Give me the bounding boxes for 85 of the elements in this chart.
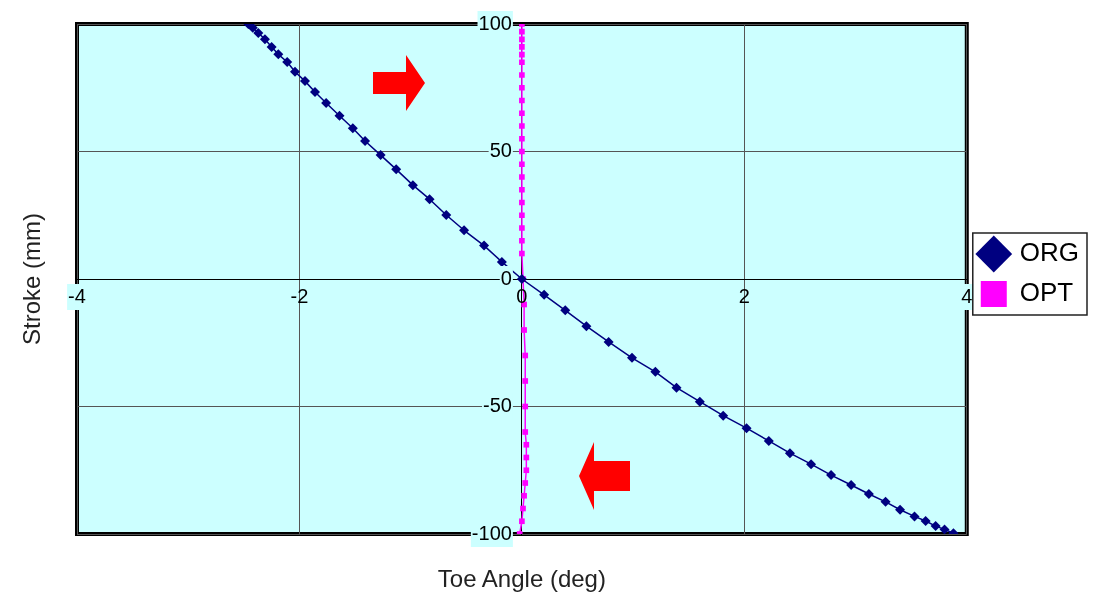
point <box>909 511 920 522</box>
point <box>523 441 530 448</box>
point <box>784 448 795 459</box>
point <box>407 180 418 191</box>
point <box>347 123 358 134</box>
point <box>519 518 525 525</box>
point <box>519 148 525 155</box>
point <box>519 59 525 66</box>
point <box>259 34 270 45</box>
point <box>519 44 525 50</box>
point <box>519 237 525 244</box>
point <box>560 305 571 316</box>
point <box>522 429 529 435</box>
point <box>519 28 525 35</box>
point <box>266 41 277 52</box>
point <box>441 210 452 220</box>
point <box>763 435 774 446</box>
point <box>273 49 284 60</box>
x-tick-label: 4 <box>961 284 973 307</box>
point <box>522 403 529 410</box>
point <box>496 256 507 267</box>
point <box>520 505 526 512</box>
point <box>671 382 682 393</box>
point <box>519 135 525 142</box>
point <box>880 496 891 507</box>
point <box>519 84 525 91</box>
point <box>627 352 637 363</box>
point <box>519 123 525 129</box>
point <box>519 225 525 231</box>
point <box>650 366 661 377</box>
point <box>741 423 752 434</box>
point <box>939 524 950 534</box>
y-tick-label: -100 <box>471 521 512 544</box>
point <box>519 36 525 43</box>
point <box>603 336 614 347</box>
point <box>522 352 529 359</box>
point <box>424 194 435 205</box>
point <box>846 480 857 491</box>
point <box>519 212 525 219</box>
point <box>360 136 371 147</box>
point <box>806 459 817 470</box>
point <box>519 72 525 78</box>
y-axis-title: Stroke (mm) <box>17 213 45 345</box>
y-tick-label: 100 <box>478 11 512 34</box>
point <box>863 488 874 499</box>
point <box>300 76 311 87</box>
y-tick-label: -50 <box>482 394 512 417</box>
point <box>375 150 386 161</box>
legend-label: ORG <box>1019 237 1080 268</box>
point <box>391 164 402 175</box>
point <box>523 467 530 474</box>
point <box>581 321 592 332</box>
point <box>930 521 941 532</box>
point <box>718 410 729 421</box>
point <box>521 327 527 333</box>
point <box>694 396 705 407</box>
point <box>539 289 550 300</box>
point <box>459 225 470 236</box>
point <box>334 110 345 121</box>
x-axis-title: Toe Angle (deg) <box>437 564 606 592</box>
point <box>521 492 527 499</box>
point <box>282 57 293 67</box>
point <box>247 24 258 33</box>
point <box>519 51 525 58</box>
point <box>479 240 490 251</box>
point <box>895 504 906 515</box>
point <box>253 27 264 38</box>
point <box>519 97 525 104</box>
point <box>310 87 321 98</box>
point <box>522 480 529 486</box>
point <box>519 110 525 117</box>
point <box>519 199 525 206</box>
y-tick-label: 0 <box>500 266 512 289</box>
point <box>519 250 525 257</box>
point <box>920 516 931 526</box>
point <box>519 174 525 180</box>
point <box>826 470 837 481</box>
point <box>321 98 332 109</box>
legend-label: OPT <box>1019 277 1074 308</box>
point <box>522 378 529 384</box>
point <box>519 161 525 168</box>
point <box>519 186 525 193</box>
point <box>290 66 300 77</box>
x-tick-label: -4 <box>68 284 86 307</box>
y-tick-label: 50 <box>489 139 512 162</box>
